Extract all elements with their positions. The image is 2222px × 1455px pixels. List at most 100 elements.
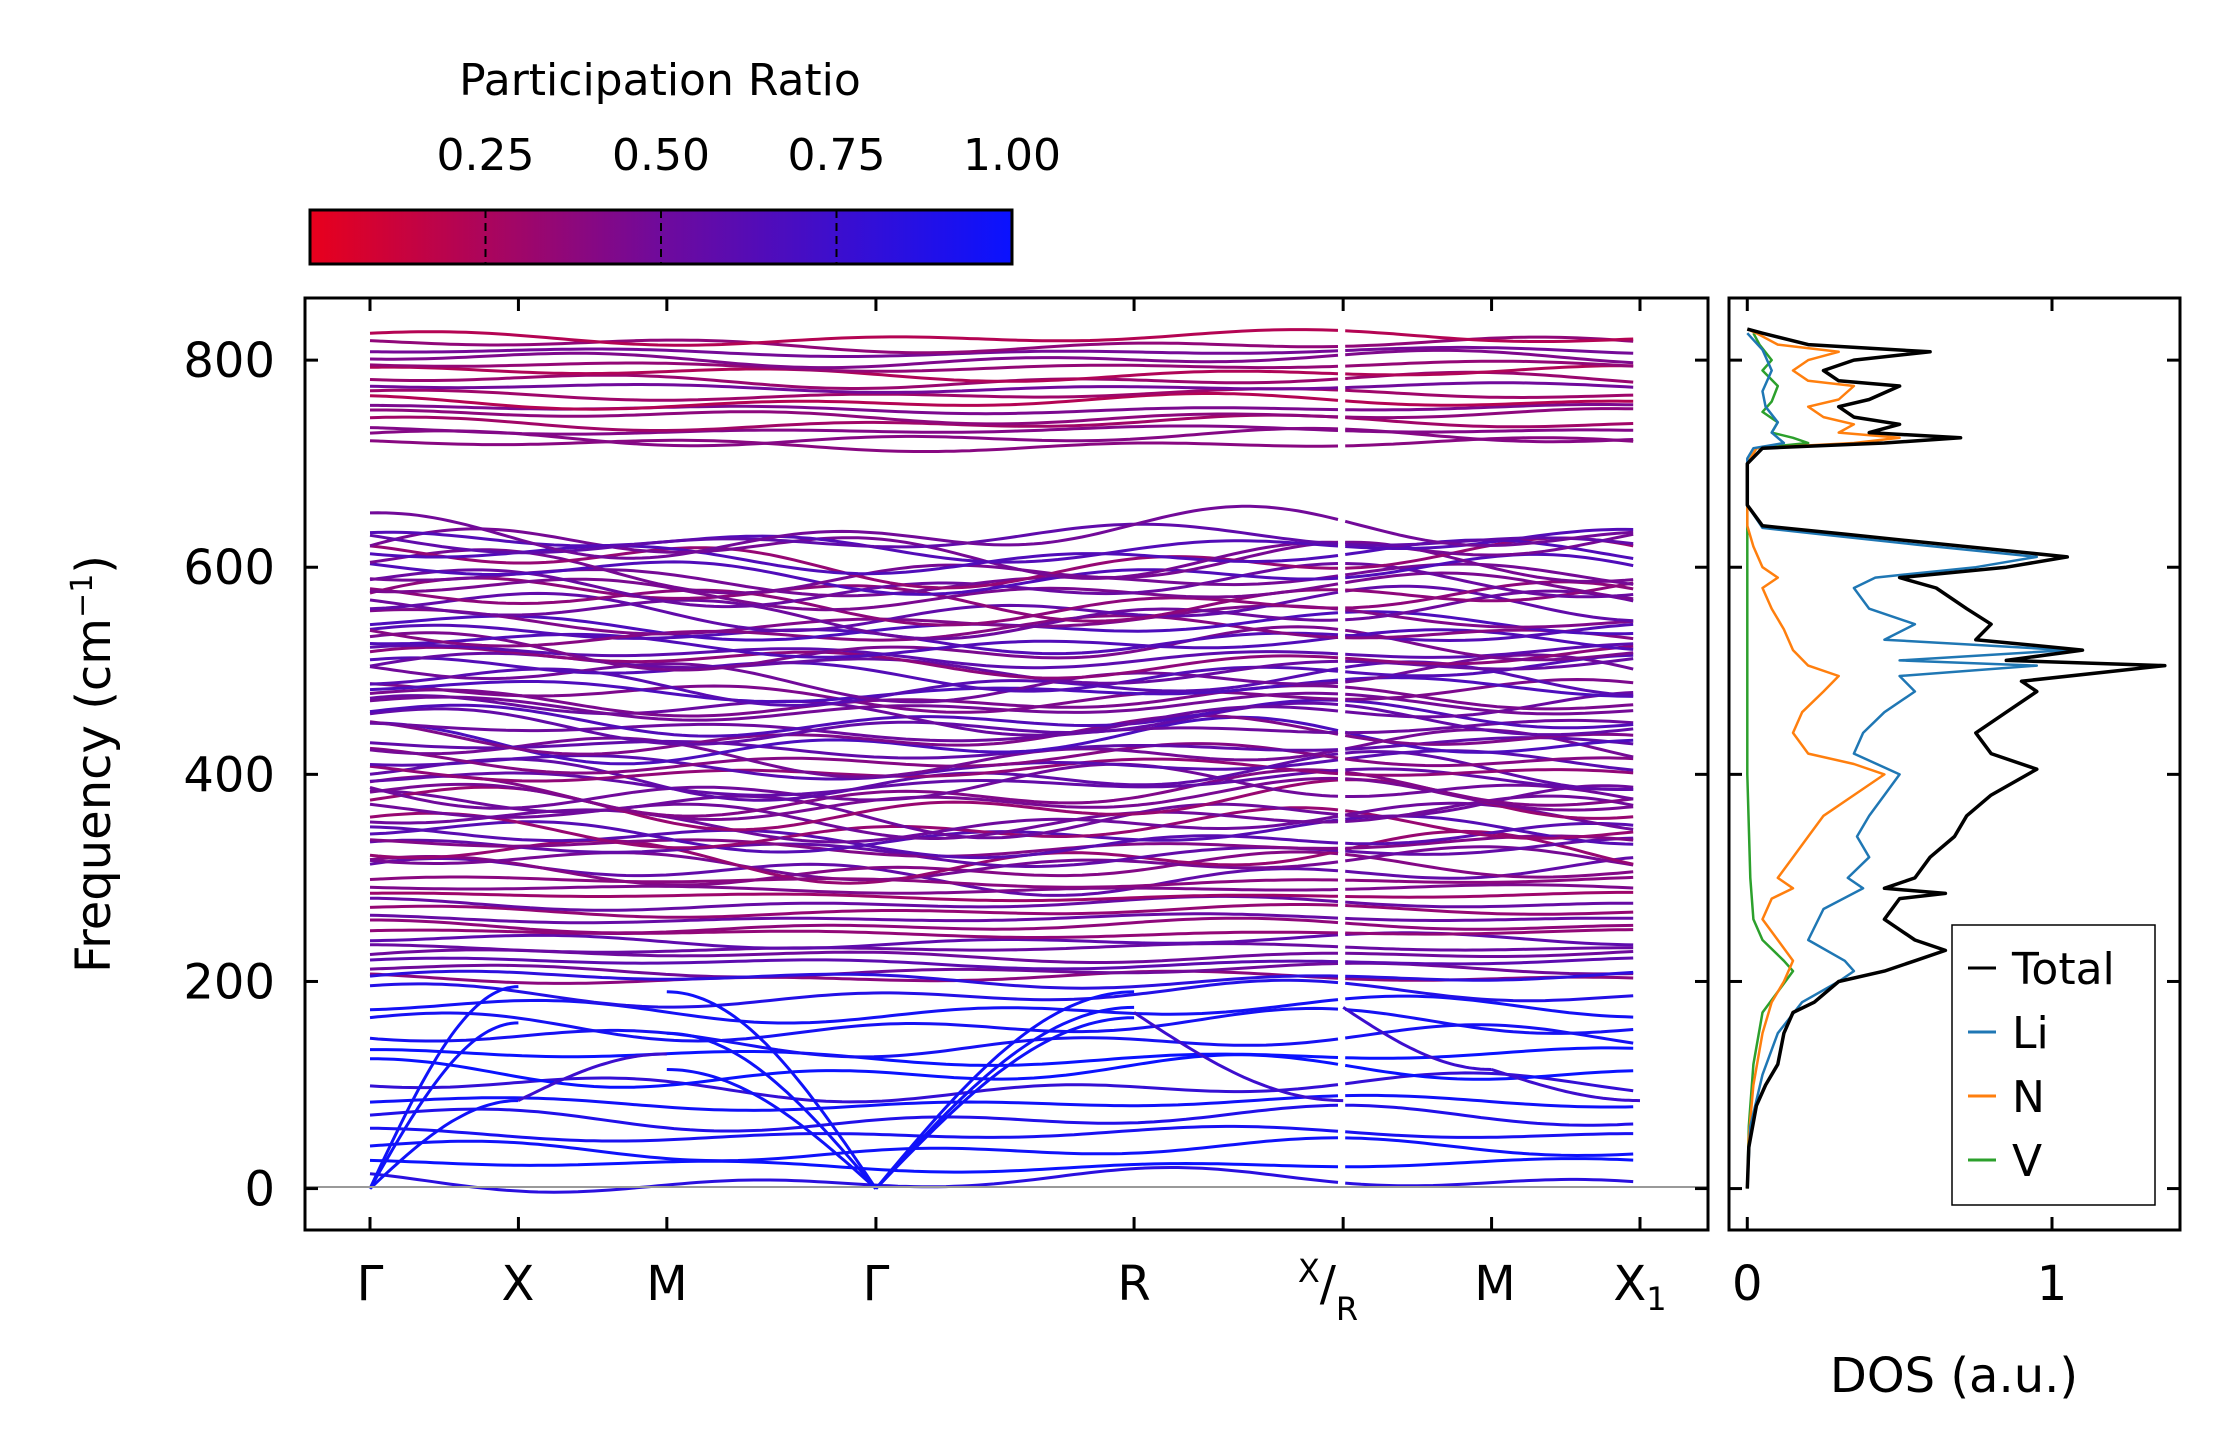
colorbar-tick-label: 0.25	[437, 130, 535, 181]
dos-x-tick-label: 0	[1732, 1256, 1763, 1312]
band-line	[369, 912, 1339, 925]
band-x-ticks	[368, 298, 1642, 1230]
legend-label-n: N	[2012, 1072, 2045, 1123]
acoustic-branch	[874, 990, 1135, 1190]
band-line	[369, 808, 1339, 844]
band-line	[1345, 768, 1634, 777]
acoustic-branch	[874, 1016, 1135, 1190]
band-line	[1345, 685, 1634, 711]
band-lines	[368, 328, 1641, 1194]
band-line	[1345, 921, 1634, 931]
band-line	[1345, 928, 1634, 936]
y-axis-label-end: )	[66, 555, 122, 574]
dos-lines	[1745, 327, 2167, 1189]
band-line	[369, 928, 1339, 939]
band-line	[1345, 852, 1634, 879]
kpoint-label-x: X	[502, 1256, 535, 1312]
colorbar-tick-label: 1.00	[963, 130, 1061, 181]
band-line	[1345, 407, 1634, 420]
band-line	[1345, 348, 1634, 365]
band-line	[369, 347, 1339, 358]
band-line	[369, 903, 1339, 919]
band-line	[1345, 1071, 1634, 1093]
dos-series-li	[1746, 332, 2069, 1189]
kpoint-label-m-1: M	[646, 1256, 687, 1312]
band-line	[369, 373, 1339, 390]
band-line	[1345, 335, 1634, 348]
band-line	[1344, 1063, 1634, 1081]
band-y-tick-label: 200	[183, 954, 275, 1010]
kpoint-label-x-over-r-slash: /	[1320, 1256, 1337, 1312]
low-branch	[1342, 1006, 1492, 1071]
dos-legend: Total Li NV	[1951, 924, 2156, 1206]
band-line	[369, 736, 1339, 779]
kpoint-labels: Γ X M Γ R X/R M X1	[357, 1252, 1667, 1328]
dos-series-n	[1746, 327, 1901, 1189]
band-line	[369, 802, 1339, 840]
dos-y-ticks	[1729, 358, 2180, 1191]
band-line	[369, 643, 1339, 670]
low-branch	[1491, 1068, 1641, 1103]
acoustic-branch	[666, 1031, 878, 1190]
band-line	[369, 522, 1339, 555]
band-line	[369, 998, 1339, 1025]
band-line	[369, 891, 1339, 903]
band-line	[369, 392, 1339, 411]
acoustic-branch	[368, 1021, 519, 1190]
band-line	[369, 413, 1339, 432]
band-line	[369, 438, 1339, 453]
band-line	[1345, 970, 1634, 982]
band-y-tick-label: 400	[183, 747, 275, 803]
acoustic-branch	[368, 985, 519, 1190]
dos-series-total	[1745, 327, 2167, 1189]
band-line	[369, 328, 1339, 347]
band-line	[1345, 403, 1634, 412]
band-line	[369, 742, 1339, 775]
dos-axes-frame	[1727, 296, 2182, 1232]
y-axis-label-sup: −1	[65, 574, 100, 618]
band-line	[1345, 1157, 1634, 1169]
dos-x-axis-label: DOS (a.u.)	[1830, 1348, 2078, 1404]
band-line	[370, 1053, 1339, 1089]
band-line	[370, 403, 1339, 416]
band-line	[369, 504, 1339, 560]
kpoint-label-gamma-2: Γ	[863, 1256, 890, 1312]
band-line	[1345, 945, 1634, 952]
band-line	[370, 408, 1339, 426]
band-line	[1345, 956, 1634, 966]
band-line	[1345, 718, 1634, 735]
kpoint-label-m-2: M	[1474, 1256, 1515, 1312]
band-line	[1345, 399, 1634, 407]
legend-frame	[1951, 924, 2156, 1206]
band-line	[1345, 900, 1634, 909]
band-line	[369, 757, 1339, 783]
legend-entries: Total Li NV	[1968, 944, 2115, 1187]
band-line	[1345, 1177, 1634, 1188]
band-line	[1345, 856, 1634, 880]
colorbar-tick-label: 0.75	[788, 130, 886, 181]
band-line	[1345, 783, 1634, 801]
band-line	[1345, 822, 1634, 846]
band-line	[369, 768, 1339, 818]
band-line	[1345, 699, 1634, 730]
colorbar-tick-label: 0.50	[612, 130, 710, 181]
colorbar-ticks: 0.25 0.50 0.75 1.00	[437, 130, 1061, 264]
band-line	[369, 762, 1339, 810]
kpoint-label-r: R	[1117, 1256, 1150, 1312]
band-line	[1345, 345, 1634, 355]
band-line	[369, 754, 1339, 781]
legend-label-v: V	[2012, 1136, 2042, 1187]
band-line	[369, 1006, 1339, 1043]
band-line	[369, 560, 1339, 596]
band-line	[1344, 801, 1634, 831]
band-line	[1345, 691, 1634, 719]
y-axis-label-base: Frequency (cm	[66, 618, 122, 973]
band-line	[369, 875, 1339, 889]
band-line	[1345, 777, 1634, 812]
y-axis-label: Frequency (cm−1)	[65, 555, 122, 973]
band-line	[369, 884, 1339, 895]
band-line	[369, 590, 1339, 633]
acoustic-branch	[666, 1068, 877, 1190]
